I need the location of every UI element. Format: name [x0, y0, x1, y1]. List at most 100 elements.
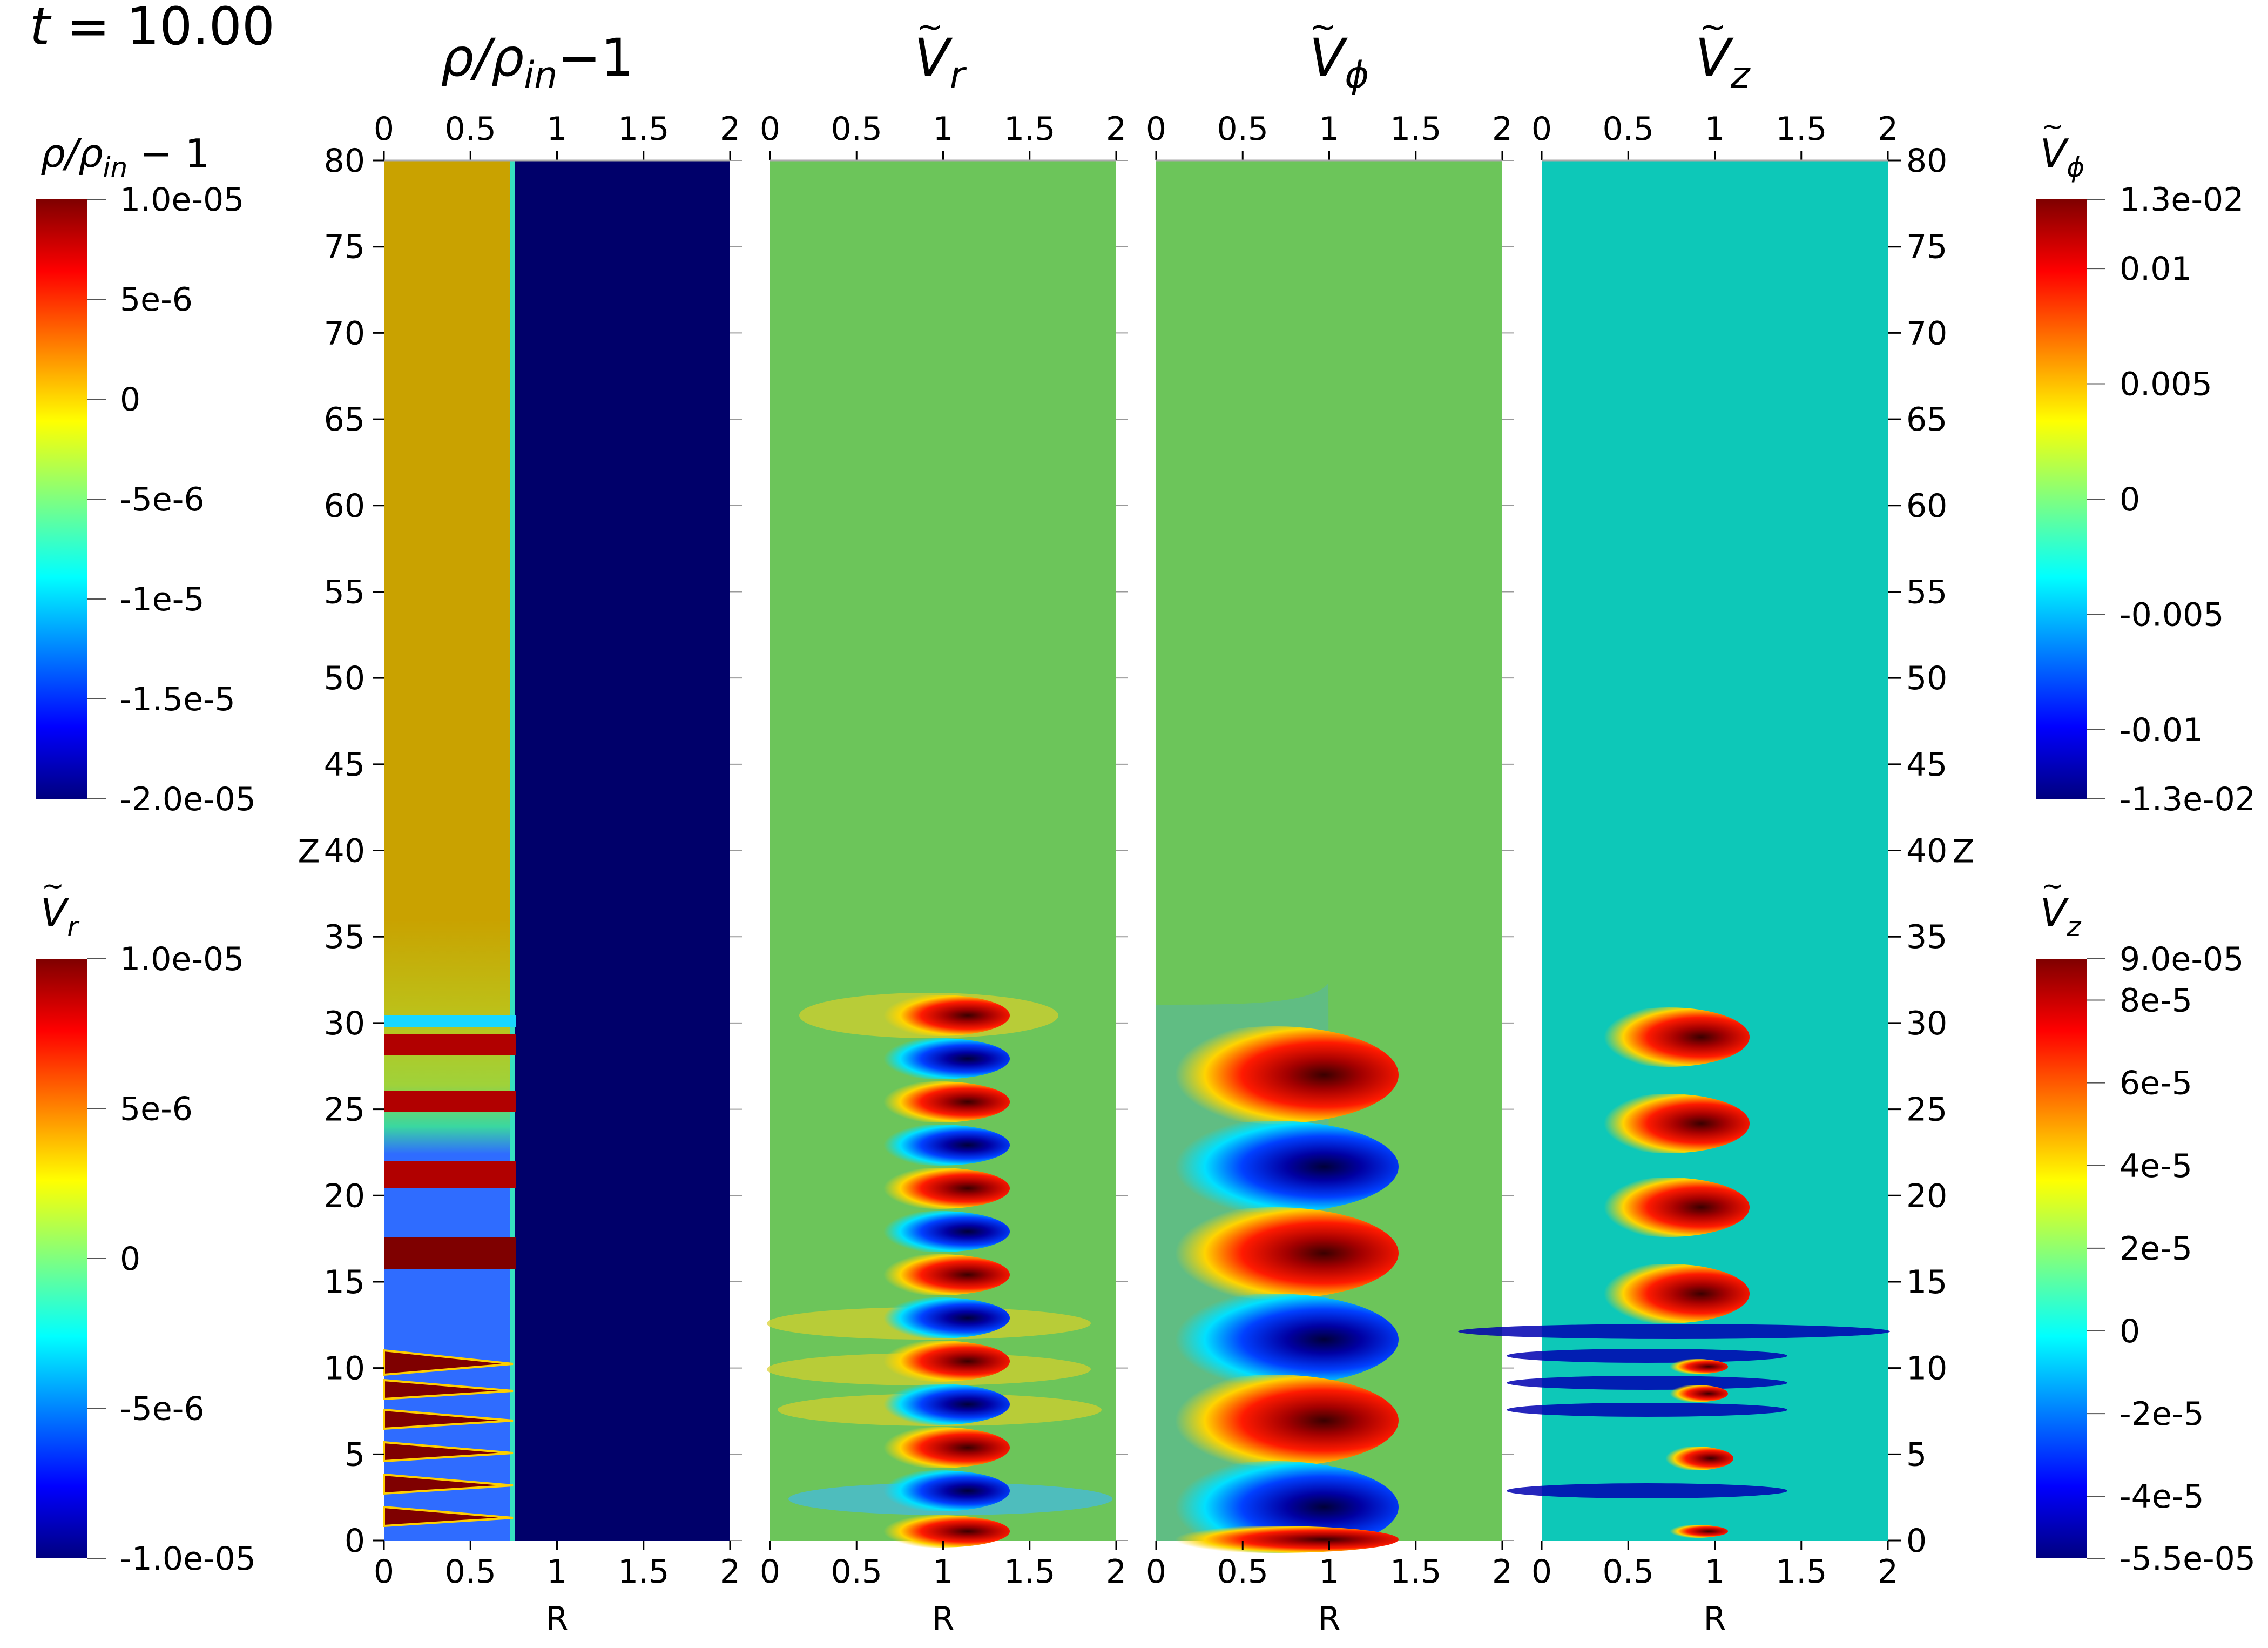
x-tick-label-top-rho-4: 2 — [720, 110, 740, 148]
x-tick-label-top-vphi-0: 0 — [1146, 110, 1166, 148]
panel-title-vphi: Vϕ ~ — [1310, 8, 1369, 97]
cb-rho-tick-label-2: 0 — [120, 381, 140, 419]
cb-vphi-title: Vϕ — [2040, 131, 2084, 183]
x-tick-label-bottom-vphi-1: 0.5 — [1217, 1553, 1268, 1591]
cb-rho-tick-label-0: 1.0e-05 — [120, 181, 244, 219]
x-tick-label-top-vz-3: 1.5 — [1776, 110, 1827, 148]
x-tick-label-top-rho-2: 1 — [546, 110, 567, 148]
cb-vz-tick-label-8: -5.5e-05 — [2120, 1540, 2256, 1578]
z-tick-label-left-8: 40 — [324, 832, 365, 870]
x-tick-label-top-vz-4: 2 — [1878, 110, 1898, 148]
z-tick-label-right-7: 35 — [1906, 918, 1947, 956]
z-tick-label-left-16: 80 — [324, 142, 365, 180]
panel-title-vz: Vz ~ — [1695, 8, 1751, 97]
x-axis-label-rho: R — [546, 1600, 569, 1638]
vz-blobs — [1458, 1007, 1890, 1538]
z-tick-label-right-3: 15 — [1906, 1263, 1947, 1301]
cb-vr-tick-label-4: -1.0e-05 — [120, 1540, 256, 1578]
axes: 0 0 0.5 0.5 1 1 1.5 1.5 2 2 R 0 0 0.5 0.5 1 1 1.5 1.5 2 2 R 0 0… — [298, 110, 1974, 1638]
colorbars: ρ/ρin − 11.0e-055e-60-5e-6-1e-5-1.5e-5-2… — [36, 111, 2256, 1578]
panel-rho — [383, 160, 730, 1541]
cb-vr-tick-label-3: -5e-6 — [120, 1390, 205, 1428]
z-tick-label-left-2: 10 — [324, 1350, 365, 1388]
z-tick-label-left-6: 30 — [324, 1005, 365, 1042]
svg-text:~: ~ — [916, 8, 943, 46]
x-tick-label-bottom-rho-4: 2 — [720, 1553, 740, 1591]
x-tick-label-bottom-vr-2: 1 — [933, 1553, 953, 1591]
x-tick-label-top-vphi-3: 1.5 — [1390, 110, 1441, 148]
svg-text:Vϕ: Vϕ — [1310, 28, 1369, 97]
svg-text:Vr: Vr — [914, 28, 967, 97]
x-tick-label-top-vphi-2: 1 — [1319, 110, 1339, 148]
z-tick-label-left-7: 35 — [324, 918, 365, 956]
svg-text:~: ~ — [1699, 8, 1726, 46]
z-tick-label-right-10: 50 — [1906, 660, 1947, 697]
z-axis-label-right: Z — [1952, 833, 1974, 871]
z-tick-label-right-2: 10 — [1906, 1350, 1947, 1388]
cb-vr-tick-label-2: 0 — [120, 1240, 140, 1278]
z-axis-label-left: Z — [298, 833, 320, 871]
cb-rho-tick-label-4: -1e-5 — [120, 581, 205, 618]
x-tick-label-bottom-rho-2: 1 — [546, 1553, 567, 1591]
cb-vphi-tick-label-3: 0 — [2120, 481, 2140, 519]
z-tick-label-right-4: 20 — [1906, 1177, 1947, 1215]
z-tick-label-right-5: 25 — [1906, 1091, 1947, 1129]
cb-vz-tick-label-0: 9.0e-05 — [2120, 940, 2244, 978]
panel-vz — [1458, 160, 1890, 1541]
cb-vr-bar — [36, 959, 87, 1558]
x-tick-label-bottom-vz-4: 2 — [1878, 1553, 1898, 1591]
cb-vz-tick-label-5: 0 — [2120, 1313, 2140, 1350]
cb-rho-bar — [36, 199, 87, 799]
cb-vphi-tilde: ~ — [2041, 111, 2064, 142]
x-tick-label-top-rho-3: 1.5 — [618, 110, 669, 148]
x-tick-label-top-vphi-4: 2 — [1492, 110, 1513, 148]
cb-vz-bar — [2036, 959, 2087, 1558]
z-tick-label-right-1: 5 — [1906, 1436, 1927, 1474]
cb-vz-tick-label-7: -4e-5 — [2120, 1478, 2204, 1516]
cb-rho-tick-label-6: -2.0e-05 — [120, 781, 256, 818]
x-tick-label-top-vz-2: 1 — [1704, 110, 1725, 148]
cb-vz-tick-label-6: -2e-5 — [2120, 1395, 2204, 1433]
x-tick-label-top-rho-0: 0 — [374, 110, 394, 148]
cb-vz-tick-label-4: 2e-5 — [2120, 1230, 2192, 1268]
cb-rho-title: ρ/ρin − 1 — [40, 131, 210, 183]
z-tick-label-right-6: 30 — [1906, 1005, 1947, 1042]
panel-vphi — [1150, 160, 1502, 1553]
x-tick-label-bottom-vphi-2: 1 — [1319, 1553, 1339, 1591]
x-tick-label-bottom-vphi-0: 0 — [1146, 1553, 1166, 1591]
panel-title-vr: Vr ~ — [914, 8, 967, 97]
cb-rho-tick-label-5: -1.5e-5 — [120, 681, 235, 718]
z-tick-label-left-12: 60 — [324, 487, 365, 525]
cb-vphi-tick-label-4: -0.005 — [2120, 596, 2224, 634]
z-tick-label-right-15: 75 — [1906, 228, 1947, 266]
x-tick-label-top-vr-0: 0 — [760, 110, 780, 148]
x-tick-label-bottom-vz-2: 1 — [1704, 1553, 1725, 1591]
x-tick-label-top-vr-3: 1.5 — [1004, 110, 1055, 148]
z-tick-label-left-14: 70 — [324, 314, 365, 352]
cb-rho-tick-label-1: 5e-6 — [120, 281, 193, 319]
x-tick-label-bottom-vz-3: 1.5 — [1776, 1553, 1827, 1591]
time-label: t = 10.00 — [30, 0, 275, 57]
cb-vphi-tick-label-5: -0.01 — [2120, 711, 2203, 749]
cb-vphi-bar — [2036, 199, 2087, 799]
vr-blobs — [767, 993, 1112, 1548]
x-tick-label-top-vr-1: 0.5 — [831, 110, 882, 148]
x-tick-label-top-vr-2: 1 — [933, 110, 953, 148]
z-tick-label-left-15: 75 — [324, 228, 365, 266]
z-tick-label-left-5: 25 — [324, 1091, 365, 1129]
x-tick-label-top-vr-4: 2 — [1106, 110, 1126, 148]
x-axis-label-vphi: R — [1318, 1600, 1341, 1638]
cb-vr-tilde: ~ — [42, 870, 64, 902]
z-tick-label-right-0: 0 — [1906, 1522, 1927, 1560]
cb-vr-title: Vr — [40, 890, 80, 943]
cb-vr-tick-label-0: 1.0e-05 — [120, 940, 244, 978]
cb-vz-tick-label-1: 8e-5 — [2120, 982, 2192, 1020]
rho-bands — [383, 1015, 516, 1528]
x-tick-label-bottom-rho-1: 0.5 — [445, 1553, 496, 1591]
panel-title-rho: ρ/ρin−1 — [441, 28, 634, 97]
x-tick-label-top-vphi-1: 0.5 — [1217, 110, 1268, 148]
z-tick-label-left-13: 65 — [324, 401, 365, 439]
x-tick-label-top-rho-1: 0.5 — [445, 110, 496, 148]
cb-vphi-tick-label-1: 0.01 — [2120, 250, 2192, 288]
